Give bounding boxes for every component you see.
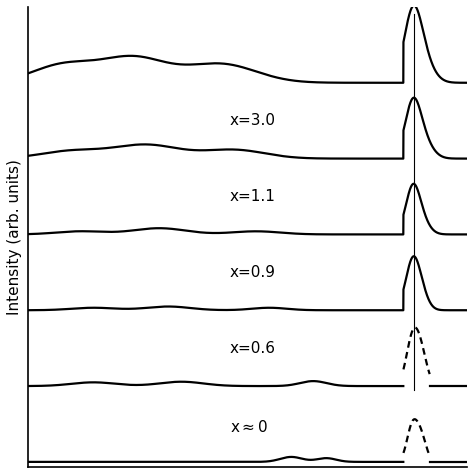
Y-axis label: Intensity (arb. units): Intensity (arb. units) (7, 159, 22, 315)
Text: x=0.9: x=0.9 (230, 265, 276, 280)
Text: x=0.6: x=0.6 (230, 341, 276, 356)
Text: x$\approx$0: x$\approx$0 (230, 419, 268, 436)
Text: x=1.1: x=1.1 (230, 189, 275, 204)
Text: x=3.0: x=3.0 (230, 113, 276, 128)
